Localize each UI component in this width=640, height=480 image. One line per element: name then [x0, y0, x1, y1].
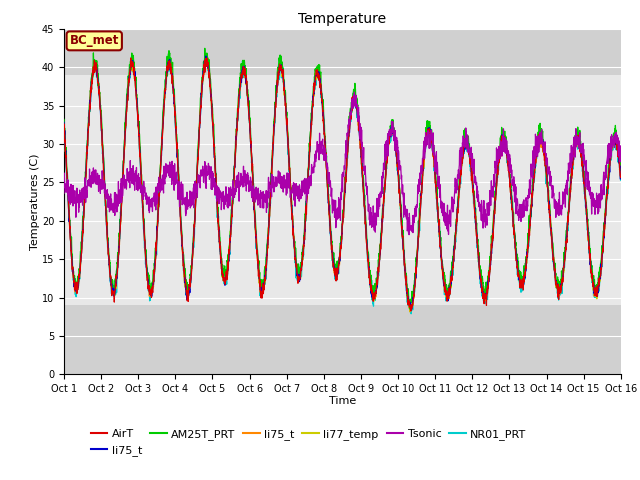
Y-axis label: Temperatures (C): Temperatures (C) — [30, 153, 40, 250]
Legend: AirT, li75_t, AM25T_PRT, li75_t, li77_temp, Tsonic, NR01_PRT: AirT, li75_t, AM25T_PRT, li75_t, li77_te… — [86, 425, 531, 460]
X-axis label: Time: Time — [329, 396, 356, 406]
Text: BC_met: BC_met — [70, 35, 119, 48]
Bar — [64, 29, 621, 75]
Bar — [64, 305, 621, 374]
Title: Temperature: Temperature — [298, 12, 387, 26]
